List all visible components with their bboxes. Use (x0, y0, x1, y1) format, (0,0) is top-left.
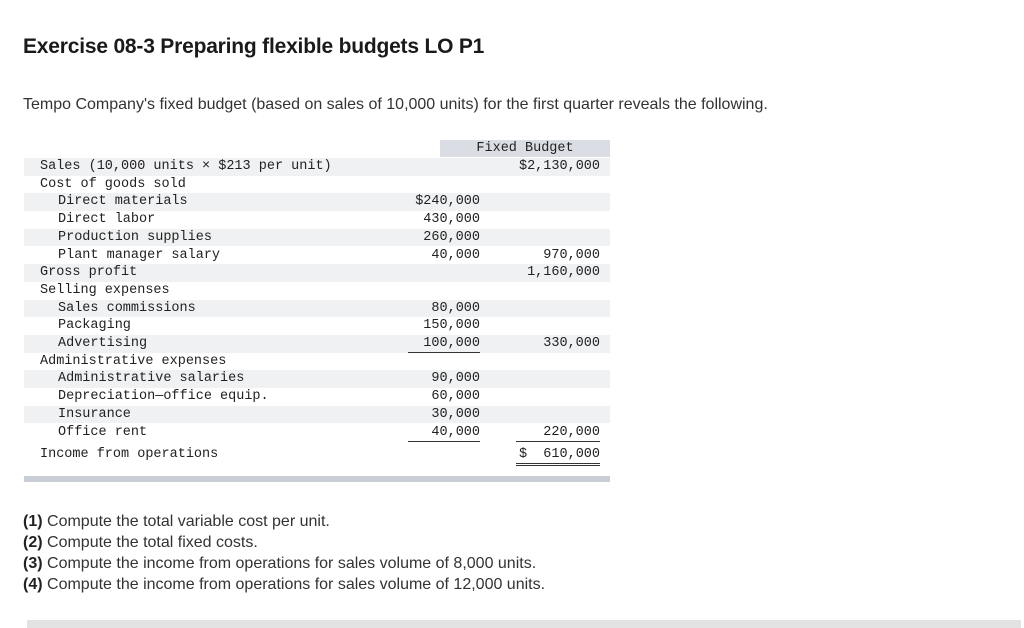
amount-detail: 430,000 (423, 212, 480, 228)
amount-detail: 100,000 (408, 335, 480, 353)
amount-detail: 260,000 (423, 229, 480, 245)
table-row: Selling expenses (24, 282, 610, 300)
question-item: (2) Compute the total fixed costs. (23, 532, 545, 553)
footer-divider (27, 620, 1021, 628)
row-label: Income from operations (40, 447, 219, 462)
question-item: (1) Compute the total variable cost per … (23, 511, 545, 532)
row-label: Advertising (58, 336, 148, 351)
table-row: Direct labor 430,000 (24, 211, 610, 229)
intro-text: Tempo Company's fixed budget (based on s… (23, 96, 768, 113)
table-row: Administrative salaries 90,000 (24, 370, 610, 389)
table-header-row: Fixed Budget (24, 140, 610, 157)
amount-detail: 80,000 (431, 300, 480, 316)
table-row: Sales (10,000 units × $213 per unit) $2,1… (24, 158, 610, 176)
question-text: Compute the income from operations for s… (42, 555, 537, 572)
table-bottom-bar (24, 476, 610, 482)
row-label: Depreciation—office equip. (58, 389, 269, 405)
question-item: (4) Compute the income from operations f… (23, 574, 545, 595)
amount-detail: 30,000 (431, 406, 480, 422)
header-shade (440, 140, 610, 157)
amount-total: $ 610,000 (516, 446, 600, 466)
exercise-title: Exercise 08-3 Preparing flexible budgets… (23, 35, 485, 58)
table-row: Insurance 30,000 (24, 405, 610, 424)
row-label: Production supplies (58, 229, 212, 245)
amount-total: $2,130,000 (518, 159, 600, 174)
table-row: Packaging 150,000 (24, 317, 610, 335)
question-text: Compute the total variable cost per unit… (42, 513, 330, 530)
table-row: Administrative expenses (24, 353, 610, 371)
table-row: Depreciation—office equip. 60,000 (24, 388, 610, 406)
row-label: Administrative expenses (40, 353, 227, 369)
row-label: Selling expenses (40, 282, 170, 298)
question-text: Compute the income from operations for s… (42, 576, 546, 593)
amount-detail: 40,000 (408, 247, 480, 265)
amount-total: 330,000 (543, 336, 600, 351)
amount-detail: $240,000 (415, 194, 480, 210)
table-row: Production supplies 260,000 (24, 228, 610, 247)
table-row: Advertising 100,000 330,000 (24, 335, 610, 353)
row-label: Direct labor (58, 212, 156, 228)
amount-total: 220,000 (516, 424, 600, 442)
amount-total: 970,000 (516, 247, 600, 265)
row-label: Sales commissions (58, 300, 196, 316)
amount-total: 1,160,000 (527, 265, 600, 281)
row-label: Sales (10,000 units × $213 per unit) (40, 159, 332, 174)
question-number: (4) (23, 576, 43, 593)
row-label: Plant manager salary (58, 247, 221, 263)
question-item: (3) Compute the income from operations f… (23, 553, 545, 574)
question-number: (3) (23, 555, 43, 572)
row-label: Insurance (58, 406, 131, 422)
table-row: Gross profit 1,160,000 (24, 264, 610, 282)
amount-detail: 40,000 (408, 424, 480, 442)
row-label: Cost of goods sold (40, 176, 186, 192)
table-row: Income from operations $ 610,000 (24, 446, 610, 466)
table-row: Office rent 40,000 220,000 (24, 424, 610, 442)
question-number: (1) (23, 513, 43, 530)
table-row: Direct materials $240,000 (24, 193, 610, 212)
table-row: Plant manager salary 40,000 970,000 (24, 247, 610, 265)
question-number: (2) (23, 534, 43, 551)
row-label: Gross profit (40, 265, 138, 281)
amount-detail: 90,000 (431, 371, 480, 387)
row-label: Direct materials (58, 194, 188, 210)
amount-detail: 150,000 (423, 318, 480, 334)
row-label: Administrative salaries (58, 371, 245, 387)
row-label: Office rent (58, 424, 148, 440)
column-header-fixed-budget: Fixed Budget (476, 141, 574, 156)
question-list: (1) Compute the total variable cost per … (23, 511, 545, 595)
table-row: Cost of goods sold (24, 176, 610, 194)
question-text: Compute the total fixed costs. (42, 534, 258, 551)
table-row: Sales commissions 80,000 (24, 299, 610, 318)
amount-detail: 60,000 (431, 389, 480, 405)
row-label: Packaging (58, 318, 131, 334)
